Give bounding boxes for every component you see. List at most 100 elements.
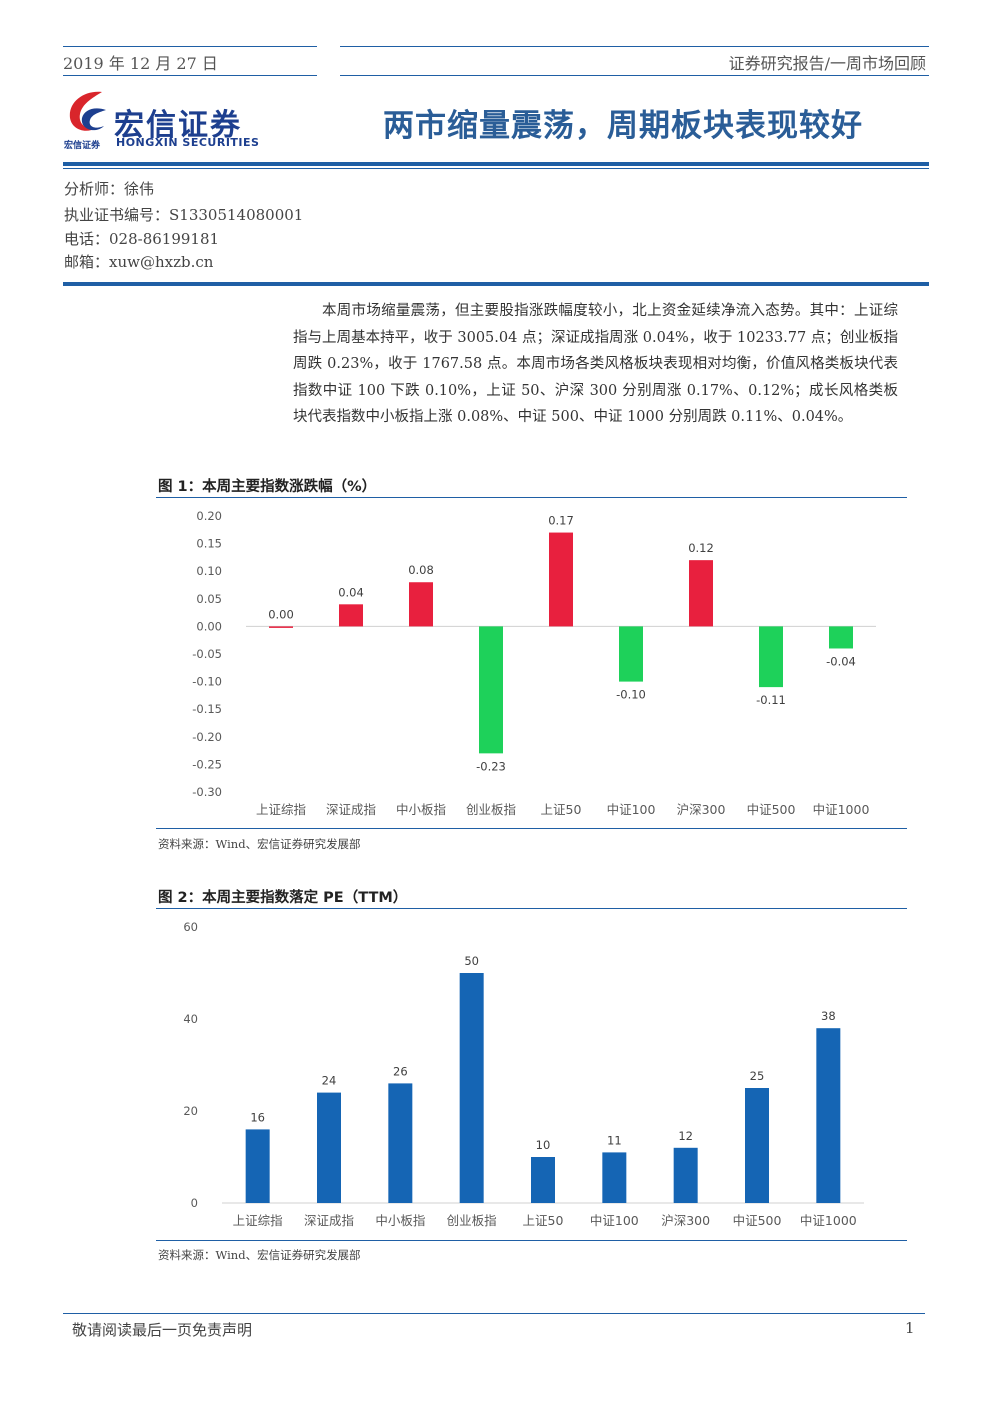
y-tick-label: 60 — [183, 920, 198, 934]
chart-bar — [459, 973, 484, 1203]
company-logo-icon — [69, 91, 106, 131]
figure1-bar-chart: 0.20 0.15 0.10 0.05 0.00 -0.05 -0.10 -0.15 -0.20… — [192, 509, 876, 817]
chart-bar — [673, 1147, 698, 1203]
info-divider — [63, 282, 929, 286]
y-tick-label: -0.30 — [192, 785, 222, 799]
data-label: 38 — [821, 1009, 836, 1023]
data-label: -0.10 — [616, 688, 646, 702]
analyst-phone: 电话：028-86199181 — [64, 230, 220, 248]
title-divider-thin — [63, 168, 929, 169]
y-tick-label: 0.15 — [196, 537, 222, 551]
category-label: 沪深300 — [677, 802, 726, 817]
figure1-top-rule — [156, 497, 907, 498]
figure1-title: 图 1：本周主要指数涨跌幅（%） — [158, 479, 377, 495]
chart-bar — [816, 1028, 841, 1203]
chart-bar — [269, 626, 293, 628]
chart-bar — [388, 1083, 413, 1203]
data-label: 24 — [322, 1074, 337, 1088]
footer-disclaimer: 敬请阅读最后一页免责声明 — [72, 1321, 253, 1339]
summary-text: 本周市场缩量震荡，但主要股指涨跌幅度较小，北上资金延续净流入态势。其中：上证综指… — [293, 303, 898, 425]
figure2-title: 图 2：本周主要指数落定 PE（TTM） — [158, 890, 408, 906]
logo-small-text: 宏信证券 — [64, 141, 101, 151]
data-label: -0.23 — [476, 759, 506, 773]
logo-wordmark: 宏信证券 — [114, 108, 242, 143]
analyst-email: 邮箱：xuw@hxzb.cn — [64, 253, 214, 271]
data-label: 0.12 — [688, 541, 714, 555]
report-date: 2019 年 12 月 27 日 — [63, 54, 218, 73]
data-label: 50 — [464, 954, 479, 968]
data-label: 0.08 — [408, 563, 434, 577]
category-label: 上证综指 — [233, 1213, 283, 1228]
category-label: 上证50 — [523, 1213, 564, 1228]
chart-bar — [317, 1092, 341, 1203]
y-tick-label: 0.00 — [196, 619, 222, 633]
analyst-name: 分析师：徐伟 — [64, 180, 155, 198]
category-label: 中证500 — [733, 1213, 782, 1228]
data-label: 16 — [250, 1110, 265, 1124]
data-label: -0.11 — [756, 693, 786, 707]
chart-bar — [745, 1088, 769, 1203]
data-label: 0.00 — [268, 607, 294, 621]
y-tick-label: -0.20 — [192, 730, 222, 744]
y-tick-label: -0.25 — [192, 757, 222, 771]
category-label: 中证500 — [747, 802, 796, 817]
y-tick-label: 0.20 — [196, 509, 222, 523]
summary-paragraph: 本周市场缩量震荡，但主要股指涨跌幅度较小，北上资金延续净流入态势。其中：上证综指… — [293, 298, 898, 431]
chart-bar — [829, 626, 853, 649]
category-label: 中小板指 — [396, 802, 446, 817]
data-label: 25 — [750, 1069, 765, 1083]
y-tick-label: 40 — [183, 1012, 198, 1026]
chart-bar — [619, 626, 643, 682]
chart-bar — [409, 582, 433, 627]
category-label: 创业板指 — [447, 1213, 497, 1228]
category-label: 上证综指 — [256, 802, 306, 817]
y-tick-label: -0.15 — [192, 702, 222, 716]
data-label: 0.17 — [548, 514, 574, 528]
y-tick-label: -0.05 — [192, 647, 222, 661]
category-label: 沪深300 — [661, 1213, 710, 1228]
data-label: -0.04 — [826, 654, 856, 668]
header-top-rule-left — [63, 46, 317, 47]
category-label: 深证成指 — [326, 802, 376, 817]
category-label: 上证50 — [541, 802, 582, 817]
report-title: 两市缩量震荡，周期板块表现较好 — [383, 108, 863, 144]
category-label: 深证成指 — [304, 1213, 354, 1228]
header-bottom-rule-left — [63, 75, 317, 76]
figure1-source: 资料来源：Wind、宏信证券研究发展部 — [158, 837, 361, 851]
data-label: 11 — [607, 1133, 622, 1147]
report-type: 证券研究报告/一周市场回顾 — [728, 54, 926, 73]
category-label: 中证100 — [607, 802, 656, 817]
chart-bar — [549, 532, 573, 627]
y-tick-label: 0.05 — [196, 592, 222, 606]
category-label: 中证1000 — [813, 802, 870, 817]
chart-bar — [479, 626, 503, 754]
category-label: 中证1000 — [800, 1213, 857, 1228]
y-tick-label: 0.10 — [196, 564, 222, 578]
figure2-bottom-rule — [156, 1240, 907, 1241]
chart-bar — [759, 626, 783, 688]
data-label: 10 — [536, 1138, 551, 1152]
category-label: 中小板指 — [375, 1213, 425, 1228]
header-top-rule-right — [340, 46, 929, 47]
y-tick-label: -0.10 — [192, 675, 222, 689]
footer-rule — [63, 1313, 925, 1314]
page-number: 1 — [905, 1319, 915, 1337]
figure2-bar-chart: 60 40 20 0 16 上证综指 24 深证成指 26 中小板指 50 创业板指 10 上证50 11 中… — [183, 920, 864, 1228]
figure1-bottom-rule — [156, 828, 907, 829]
data-label: 12 — [678, 1129, 693, 1143]
header-bottom-rule-right — [340, 75, 929, 76]
category-label: 中证100 — [590, 1213, 639, 1228]
chart-bar — [245, 1129, 270, 1203]
analyst-cert: 执业证书编号：S1330514080001 — [64, 206, 304, 224]
chart-bar — [689, 560, 713, 627]
figure2-source: 资料来源：Wind、宏信证券研究发展部 — [158, 1248, 361, 1262]
category-label: 创业板指 — [466, 802, 516, 817]
figure2-top-rule — [156, 908, 907, 909]
chart-bar — [602, 1152, 627, 1203]
y-tick-label: 0 — [191, 1196, 198, 1210]
chart-bar — [531, 1157, 555, 1203]
title-divider — [63, 162, 929, 166]
logo-english-name: HONGXIN SECURITIES — [116, 136, 260, 149]
data-label: 0.04 — [338, 585, 364, 599]
y-tick-label: 20 — [183, 1104, 198, 1118]
